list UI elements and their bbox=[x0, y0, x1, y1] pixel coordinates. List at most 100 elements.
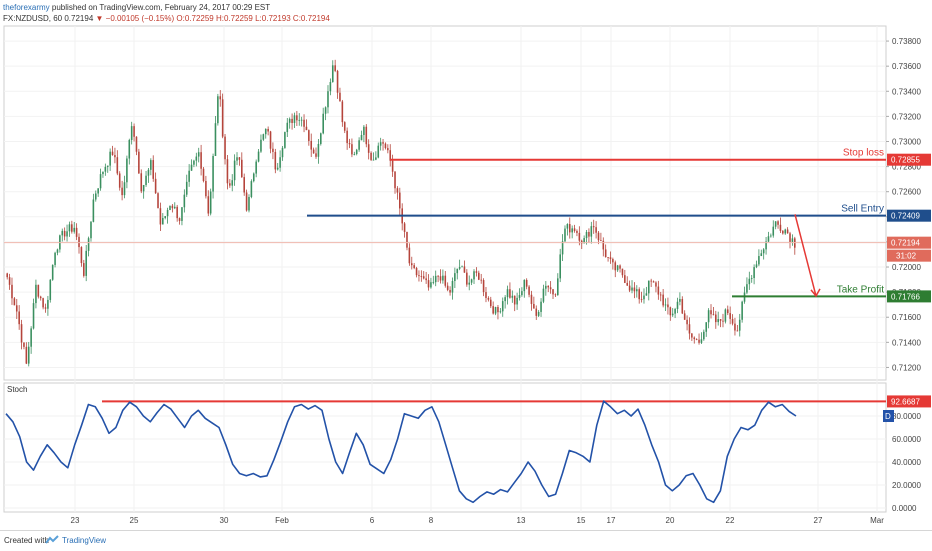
candles bbox=[6, 59, 796, 367]
candle-body bbox=[652, 281, 655, 283]
candle-body bbox=[317, 143, 320, 157]
candle-body bbox=[434, 275, 437, 283]
candle-body bbox=[573, 228, 576, 232]
candle-body bbox=[700, 339, 703, 343]
stoch-pane-frame bbox=[3, 382, 887, 513]
y-tick-label: 0.73800 bbox=[892, 37, 921, 46]
candle-body bbox=[267, 128, 269, 132]
candle-body bbox=[595, 227, 597, 233]
candle-body bbox=[592, 226, 595, 228]
candle-body bbox=[162, 217, 164, 225]
candle-body bbox=[92, 199, 95, 222]
candle-body bbox=[298, 119, 301, 121]
y-tick-label: 0.71400 bbox=[892, 338, 921, 347]
candle-body bbox=[657, 286, 660, 295]
candle-body bbox=[758, 256, 760, 265]
candle-body bbox=[561, 241, 564, 255]
candle-body bbox=[142, 184, 145, 192]
take-profit-label: Take Profit bbox=[837, 284, 884, 295]
last-price-badge bbox=[887, 236, 931, 249]
stoch-level-badge bbox=[887, 395, 931, 408]
candle-body bbox=[588, 231, 590, 237]
candle-body bbox=[638, 289, 640, 300]
candle-body bbox=[61, 230, 64, 236]
candle-body bbox=[231, 180, 234, 186]
candle-body bbox=[468, 282, 471, 285]
candle-body bbox=[604, 249, 607, 258]
projection-arrow-head bbox=[810, 288, 821, 298]
candle-body bbox=[789, 233, 791, 242]
y-tick-label: 0.73600 bbox=[892, 62, 921, 71]
tradingview-brand[interactable]: TradingView bbox=[62, 536, 107, 545]
candle-body bbox=[173, 206, 176, 209]
candle-body bbox=[403, 223, 406, 232]
candle-body bbox=[382, 142, 384, 144]
candle-body bbox=[229, 183, 231, 186]
change-info: ▼ −0.00105 (−0.15%) bbox=[95, 14, 175, 23]
candle-body bbox=[236, 157, 238, 161]
candle-body bbox=[626, 282, 629, 286]
candle-body bbox=[152, 160, 155, 179]
candle-body bbox=[269, 131, 272, 149]
candle-body bbox=[13, 298, 16, 306]
candle-body bbox=[528, 286, 530, 295]
candle-body bbox=[264, 128, 267, 135]
candle-body bbox=[597, 232, 600, 241]
candle-body bbox=[731, 318, 734, 324]
chart-header: theforexarmy published on TradingView.co… bbox=[3, 2, 330, 24]
x-tick-label: Mar bbox=[870, 516, 884, 525]
trade-levels: Stop loss Sell Entry Take Profit bbox=[4, 148, 886, 298]
candle-body bbox=[114, 155, 116, 158]
candle-body bbox=[442, 275, 444, 281]
candle-body bbox=[568, 224, 571, 233]
candle-body bbox=[719, 319, 722, 321]
candle-body bbox=[779, 224, 782, 231]
candle-body bbox=[250, 181, 253, 197]
candle-body bbox=[291, 118, 293, 124]
candle-body bbox=[521, 291, 523, 296]
candle-body bbox=[415, 267, 418, 276]
stop-loss-label: Stop loss bbox=[843, 148, 884, 159]
candle-body bbox=[375, 157, 377, 160]
candle-body bbox=[501, 301, 504, 312]
candle-body bbox=[499, 311, 502, 313]
candle-body bbox=[537, 311, 540, 316]
sell-entry-value: 0.72409 bbox=[891, 212, 920, 221]
candle-body bbox=[624, 275, 626, 283]
candle-body bbox=[355, 149, 358, 155]
candle-body bbox=[750, 278, 753, 279]
candle-body bbox=[387, 148, 389, 151]
candle-body bbox=[643, 295, 645, 300]
candle-body bbox=[777, 221, 779, 225]
candle-body bbox=[365, 126, 368, 145]
candle-body bbox=[449, 289, 451, 293]
candle-body bbox=[631, 287, 633, 291]
candle-body bbox=[738, 319, 741, 331]
candle-body bbox=[762, 249, 765, 254]
candle-body bbox=[157, 193, 159, 209]
candle-body bbox=[315, 153, 317, 157]
grid-lines bbox=[3, 25, 887, 513]
candle-body bbox=[176, 206, 178, 219]
candle-body bbox=[679, 299, 681, 302]
candle-body bbox=[516, 297, 518, 305]
candle-body bbox=[736, 330, 739, 332]
candle-body bbox=[458, 267, 461, 269]
stoch-y-tick-label: 0.0000 bbox=[892, 504, 917, 513]
candle-body bbox=[305, 126, 308, 131]
candle-body bbox=[729, 313, 731, 319]
candle-body bbox=[647, 280, 650, 294]
candle-body bbox=[473, 271, 475, 280]
author-name[interactable]: theforexarmy bbox=[3, 3, 50, 12]
candle-body bbox=[786, 229, 789, 234]
candle-body bbox=[688, 324, 691, 334]
candle-body bbox=[372, 159, 375, 161]
candle-body bbox=[557, 278, 559, 296]
symbol-line: FX:NZDUSD, 60 0.72194 bbox=[3, 14, 94, 23]
candle-body bbox=[726, 309, 729, 314]
candle-body bbox=[133, 126, 135, 137]
candle-body bbox=[343, 122, 346, 131]
candle-body bbox=[322, 113, 324, 134]
stop-loss-badge bbox=[887, 153, 931, 166]
